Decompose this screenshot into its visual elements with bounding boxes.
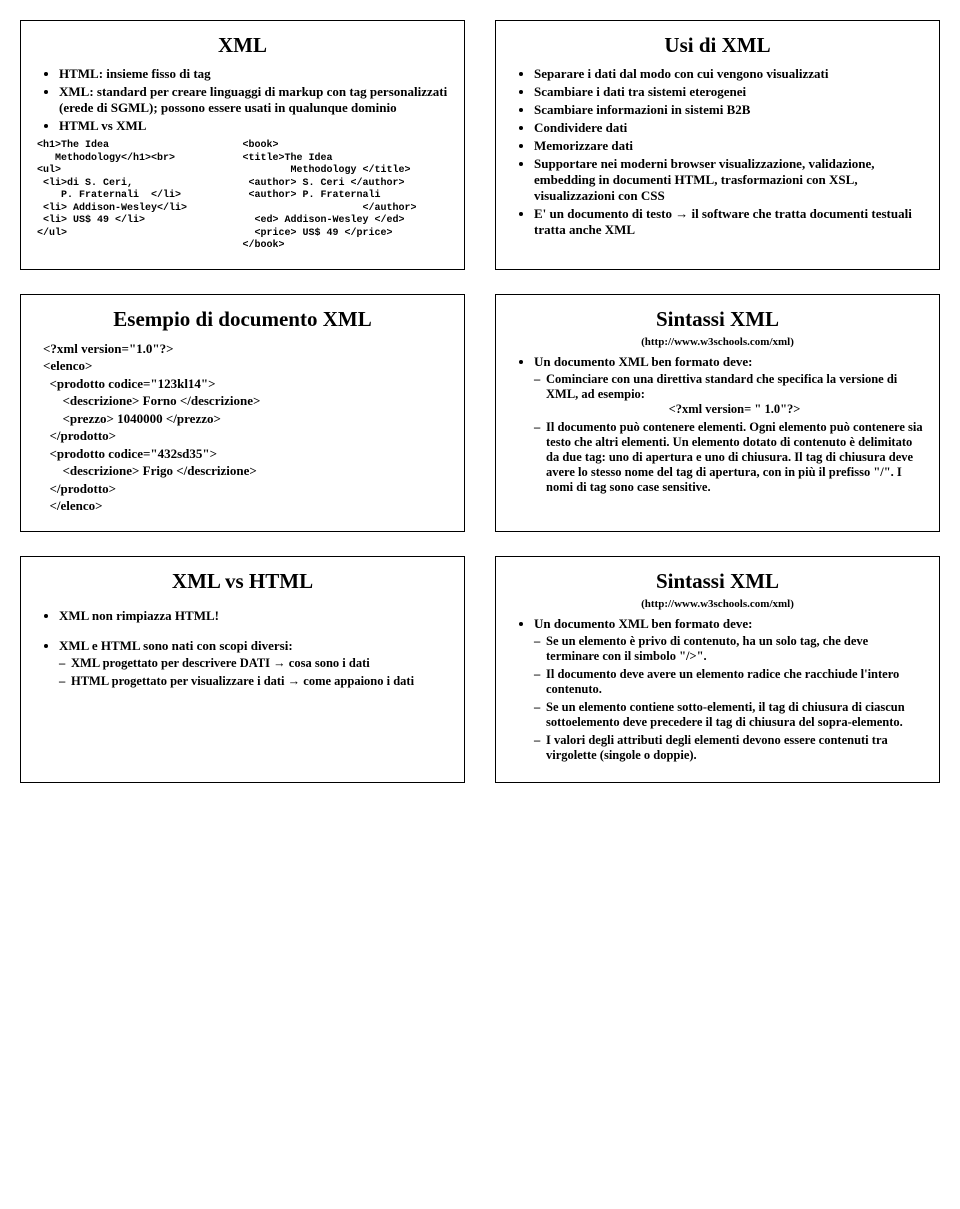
bullet: HTML: insieme fisso di tag [59, 66, 448, 82]
bullet-list: Separare i dati dal modo con cui vengono… [512, 66, 923, 238]
bullet: XML e HTML sono nati con scopi diversi: [59, 638, 448, 654]
dash-item: Se un elemento è privo di contenuto, ha … [534, 634, 923, 664]
bullet-list: XML e HTML sono nati con scopi diversi: [37, 638, 448, 654]
card-subtitle: (http://www.w3schools.com/xml) [512, 336, 923, 348]
bullet-list: Un documento XML ben formato deve: [512, 354, 923, 370]
card-title: XML vs HTML [37, 569, 448, 594]
card-title: Sintassi XML [512, 307, 923, 332]
bullet: Un documento XML ben formato deve: [534, 616, 923, 632]
dash-text: Cominciare con una direttiva standard ch… [546, 372, 897, 401]
card-xml: XML HTML: insieme fisso di tag XML: stan… [20, 20, 465, 270]
bullet: Scambiare i dati tra sistemi eterogenei [534, 84, 923, 100]
code-block: <?xml version="1.0"?> <elenco> <prodotto… [43, 340, 448, 515]
card-title: XML [37, 33, 448, 58]
bullet: XML: standard per creare linguaggi di ma… [59, 84, 448, 116]
card-xml-vs-html: XML vs HTML XML non rimpiazza HTML! XML … [20, 556, 465, 783]
code-two-col: <h1>The Idea Methodology</h1><br> <ul> <… [37, 140, 448, 253]
bullet-list: XML non rimpiazza HTML! [37, 608, 448, 624]
center-code: <?xml version= " 1.0"?> [546, 402, 923, 417]
card-usi: Usi di XML Separare i dati dal modo con … [495, 20, 940, 270]
bullet: Scambiare informazioni in sistemi B2B [534, 102, 923, 118]
dash-item: XML progettato per descrivere DATI → cos… [59, 656, 448, 671]
dash-item: HTML progettato per visualizzare i dati … [59, 674, 448, 689]
dash-item: Cominciare con una direttiva standard ch… [534, 372, 923, 417]
bullet: Separare i dati dal modo con cui vengono… [534, 66, 923, 82]
bullet-list: Un documento XML ben formato deve: [512, 616, 923, 632]
bullet: XML non rimpiazza HTML! [59, 608, 448, 624]
bullet: E' un documento di testo → il software c… [534, 206, 923, 238]
dash-list: Se un elemento è privo di contenuto, ha … [512, 634, 923, 763]
bullet: HTML vs XML [59, 118, 448, 134]
dash-item: Il documento deve avere un elemento radi… [534, 667, 923, 697]
card-title: Sintassi XML [512, 569, 923, 594]
dash-item: Il documento può contenere elementi. Ogn… [534, 420, 923, 495]
card-subtitle: (http://www.w3schools.com/xml) [512, 598, 923, 610]
bullet: Condividere dati [534, 120, 923, 136]
card-sintassi-1: Sintassi XML (http://www.w3schools.com/x… [495, 294, 940, 532]
card-esempio: Esempio di documento XML <?xml version="… [20, 294, 465, 532]
code-right: <book> <title>The Idea Methodology </tit… [243, 140, 449, 253]
bullet: Un documento XML ben formato deve: [534, 354, 923, 370]
card-title: Esempio di documento XML [37, 307, 448, 332]
dash-list: Cominciare con una direttiva standard ch… [512, 372, 923, 495]
bullet: Memorizzare dati [534, 138, 923, 154]
card-sintassi-2: Sintassi XML (http://www.w3schools.com/x… [495, 556, 940, 783]
dash-list: XML progettato per descrivere DATI → cos… [37, 656, 448, 689]
dash-item: I valori degli attributi degli elementi … [534, 733, 923, 763]
card-title: Usi di XML [512, 33, 923, 58]
bullet: Supportare nei moderni browser visualizz… [534, 156, 923, 204]
bullet-list: HTML: insieme fisso di tag XML: standard… [37, 66, 448, 134]
code-left: <h1>The Idea Methodology</h1><br> <ul> <… [37, 140, 243, 253]
dash-item: Se un elemento contiene sotto-elementi, … [534, 700, 923, 730]
